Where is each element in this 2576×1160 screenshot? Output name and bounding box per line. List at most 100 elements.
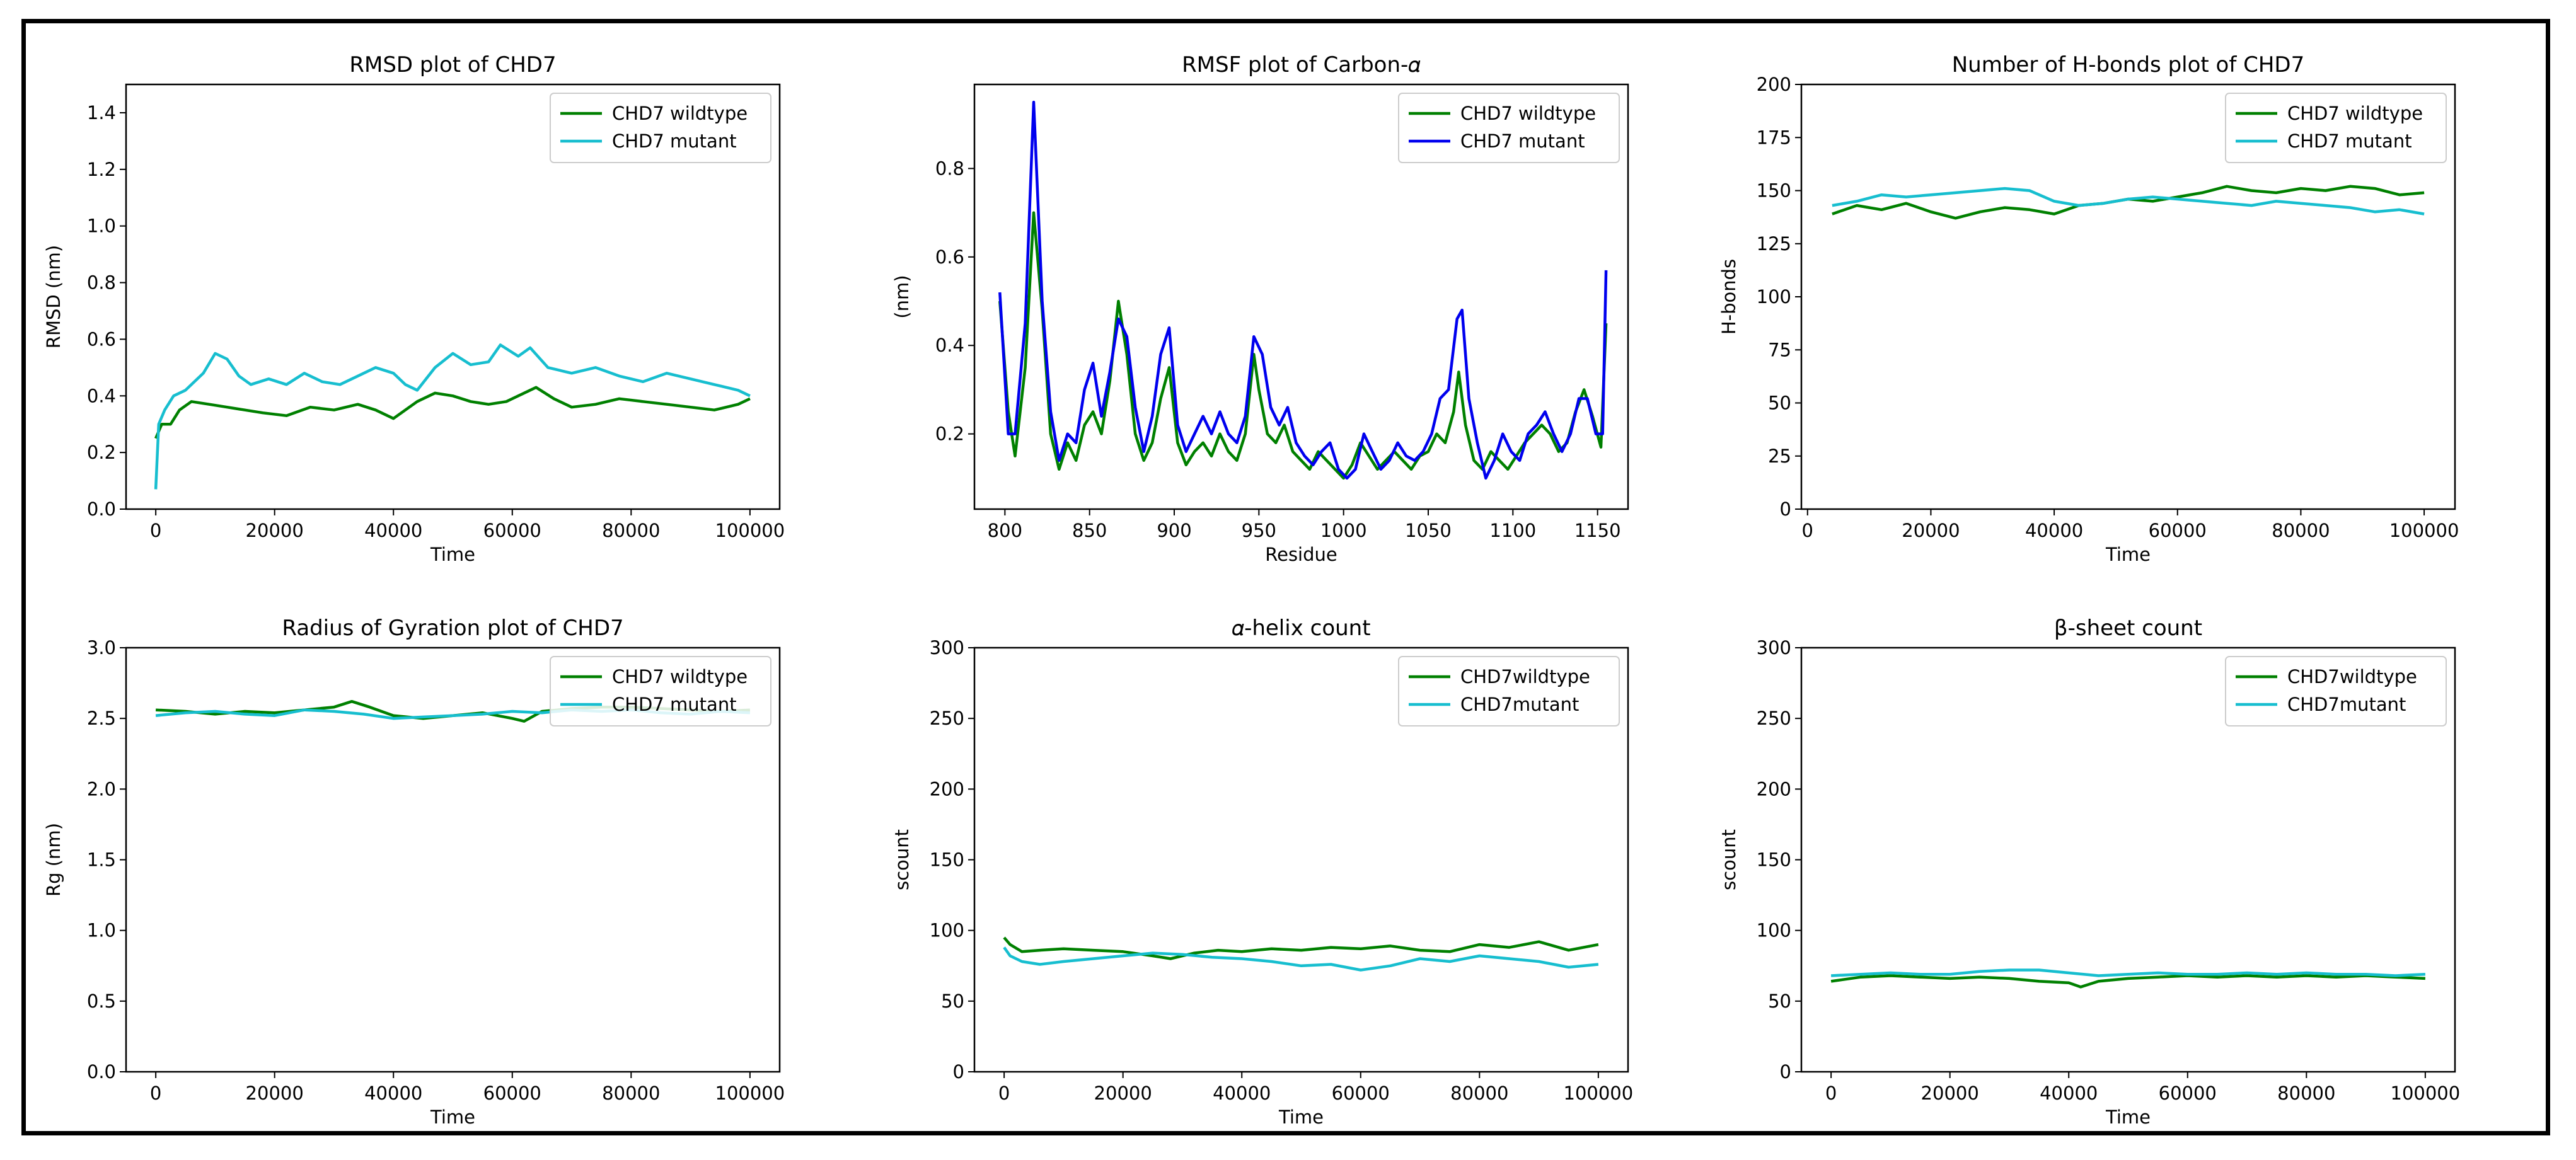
- series-line: [1003, 936, 1599, 960]
- axes-frame: [125, 83, 781, 510]
- legend-label: CHD7 mutant: [612, 130, 737, 152]
- y-tick-label: 100: [1757, 920, 1791, 941]
- series-line: [1832, 185, 2425, 220]
- legend: CHD7 wildtype CHD7 mutant: [550, 656, 771, 726]
- y-tick-label: 0.4: [87, 385, 116, 406]
- y-tick-label: 0.2: [935, 423, 964, 445]
- y-tick-label: 300: [930, 637, 964, 658]
- y-tick-label: 0.5: [87, 991, 116, 1012]
- y-tick-label: 50: [1768, 991, 1791, 1012]
- y-tick-label: 0.2: [87, 442, 116, 463]
- x-tick-label: 60000: [483, 1082, 541, 1104]
- x-tick-label: 40000: [2040, 1082, 2098, 1104]
- y-tick-label: 0: [1780, 1061, 1791, 1082]
- y-tick-label: 0.0: [87, 1061, 116, 1082]
- legend-box: [550, 656, 771, 726]
- y-tick-label: 2.0: [87, 778, 116, 800]
- x-tick-label: 60000: [2149, 520, 2207, 541]
- chart-hbonds: Number of H-bonds plot of CHD7 Time H-bond…: [1718, 52, 2459, 565]
- y-tick-label: 2.5: [87, 708, 116, 729]
- legend-label: CHD7 wildtype: [1460, 103, 1596, 124]
- y-tick-label: 0: [1780, 498, 1791, 520]
- legend-label: CHD7mutant: [1460, 694, 1579, 715]
- x-tick-label: 0: [150, 1082, 161, 1104]
- x-tick-label: 80000: [2272, 520, 2330, 541]
- chart-title: 𝛼-helix count: [1232, 616, 1370, 641]
- x-tick-label: 1000: [1320, 520, 1367, 541]
- y-tick-label: 100: [930, 920, 964, 941]
- y-axis-label: scount: [1718, 829, 1740, 890]
- y-tick-label: 50: [1768, 393, 1791, 414]
- y-tick-label: 0.6: [935, 246, 964, 268]
- y-tick-label: 250: [1757, 708, 1791, 729]
- x-tick-label: 80000: [2277, 1082, 2335, 1104]
- x-tick-label: 20000: [246, 520, 304, 541]
- x-tick-label: 60000: [1332, 1082, 1390, 1104]
- x-tick-label: 20000: [246, 1082, 304, 1104]
- x-tick-label: 80000: [602, 1082, 660, 1104]
- legend-box: [550, 93, 771, 163]
- y-tick-label: 300: [1757, 637, 1791, 658]
- y-tick-label: 3.0: [87, 637, 116, 658]
- y-tick-label: 150: [930, 849, 964, 871]
- x-tick-label: 850: [1072, 520, 1107, 541]
- y-tick-label: 1.0: [87, 920, 116, 941]
- x-tick-label: 100000: [2389, 520, 2459, 541]
- x-tick-label: 900: [1157, 520, 1191, 541]
- legend-label: CHD7 mutant: [2287, 130, 2412, 152]
- y-axis-label: scount: [891, 829, 913, 890]
- y-axis-label: RMSD (nm): [43, 245, 64, 348]
- x-tick-label: 60000: [2159, 1082, 2217, 1104]
- y-tick-label: 150: [1757, 849, 1791, 871]
- x-tick-label: 40000: [1213, 1082, 1271, 1104]
- x-tick-label: 0: [150, 520, 161, 541]
- chart-rmsd: RMSD plot of CHD7 Time RMSD (nm) 0 20000 4000…: [43, 52, 785, 565]
- x-tick-label: 80000: [1450, 1082, 1508, 1104]
- x-tick-label: 1150: [1574, 520, 1621, 541]
- axes-frame: [125, 646, 781, 1073]
- x-tick-label: 60000: [483, 520, 541, 541]
- y-tick-label: 0.6: [87, 328, 116, 350]
- series-line: [1832, 187, 2425, 215]
- x-tick-label: 800: [988, 520, 1022, 541]
- x-tick-label: 1050: [1405, 520, 1452, 541]
- x-tick-label: 40000: [2025, 520, 2083, 541]
- legend-label: CHD7 mutant: [1460, 130, 1585, 152]
- legend-label: CHD7 mutant: [612, 694, 737, 715]
- x-tick-label: 950: [1242, 520, 1276, 541]
- y-tick-label: 175: [1757, 127, 1791, 148]
- legend: CHD7 wildtype CHD7 mutant: [550, 93, 771, 163]
- legend-box: [1398, 656, 1620, 726]
- y-axis-label: Rg (nm): [43, 823, 64, 897]
- chart-title: Number of H-bonds plot of CHD7: [1952, 52, 2305, 78]
- legend-box: [2225, 656, 2447, 726]
- chart-helix: 𝛼-helix count Time scount 0 20000 40000 60000 8…: [891, 616, 1633, 1128]
- y-tick-label: 200: [1757, 74, 1791, 95]
- x-tick-label: 100000: [715, 520, 785, 541]
- chart-title: β-sheet count: [2054, 616, 2202, 641]
- legend-label: CHD7 wildtype: [612, 103, 748, 124]
- series-line: [154, 343, 751, 490]
- series-line: [154, 386, 751, 439]
- chart-title: RMSD plot of CHD7: [349, 52, 556, 78]
- x-tick-label: 100000: [2391, 1082, 2461, 1104]
- x-tick-label: 1100: [1489, 520, 1536, 541]
- y-tick-label: 125: [1757, 233, 1791, 255]
- series-line: [998, 100, 1608, 480]
- chart-rmsf: RMSF plot of Carbon-𝛼 Residue (nm) 800 850 90…: [891, 52, 1629, 565]
- y-tick-label: 0: [953, 1061, 964, 1082]
- axes-frame: [1800, 83, 2456, 510]
- y-tick-label: 0.4: [935, 335, 964, 356]
- x-axis-label: Time: [430, 1106, 475, 1128]
- legend: CHD7 wildtype CHD7 mutant: [1398, 93, 1620, 163]
- x-tick-label: 40000: [364, 1082, 422, 1104]
- series-line: [1830, 968, 2426, 977]
- series-line: [1830, 974, 2426, 989]
- y-tick-label: 200: [930, 778, 964, 800]
- legend: CHD7wildtype CHD7mutant: [1398, 656, 1620, 726]
- axes-frame: [1800, 646, 2456, 1073]
- legend: CHD7 wildtype CHD7 mutant: [2225, 93, 2447, 163]
- series-line: [998, 211, 1608, 480]
- y-tick-label: 1.4: [87, 102, 116, 123]
- y-tick-label: 150: [1757, 180, 1791, 202]
